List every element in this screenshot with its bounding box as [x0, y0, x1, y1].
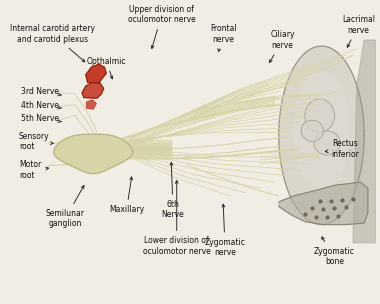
Text: Lower division of
oculomotor nerve: Lower division of oculomotor nerve: [143, 181, 211, 255]
Text: Internal carotid artery
and carotid plexus: Internal carotid artery and carotid plex…: [10, 24, 95, 62]
Polygon shape: [294, 72, 349, 190]
Text: 5th Nerve: 5th Nerve: [21, 114, 62, 123]
Text: Ciliary
nerve: Ciliary nerve: [269, 30, 295, 63]
Polygon shape: [301, 120, 323, 141]
Text: Lacrimal
nerve: Lacrimal nerve: [342, 15, 375, 47]
Polygon shape: [82, 82, 104, 98]
Text: Semilunar
ganglion: Semilunar ganglion: [46, 185, 85, 228]
Text: Sensory
root: Sensory root: [19, 132, 53, 151]
Text: Zygomatic
nerve: Zygomatic nerve: [204, 204, 245, 257]
Text: Zygomatic
bone: Zygomatic bone: [314, 237, 355, 266]
Polygon shape: [279, 182, 368, 225]
Text: Upper division of
oculomotor nerve: Upper division of oculomotor nerve: [128, 5, 196, 49]
Polygon shape: [353, 40, 375, 243]
Text: 6th
Nerve: 6th Nerve: [162, 162, 184, 219]
Polygon shape: [54, 134, 133, 174]
Text: Rectus
inferior: Rectus inferior: [325, 139, 359, 159]
Polygon shape: [279, 46, 364, 225]
Text: Opthalmic: Opthalmic: [87, 57, 126, 79]
Text: Frontal
nerve: Frontal nerve: [210, 24, 236, 51]
Text: Maxillary: Maxillary: [109, 177, 144, 214]
Polygon shape: [86, 64, 106, 83]
Text: Motor
root: Motor root: [19, 161, 49, 180]
Text: 4th Nerve: 4th Nerve: [21, 101, 62, 110]
Polygon shape: [87, 100, 96, 109]
Polygon shape: [305, 99, 334, 132]
Text: 3rd Nerve: 3rd Nerve: [21, 87, 62, 96]
Polygon shape: [314, 131, 340, 155]
